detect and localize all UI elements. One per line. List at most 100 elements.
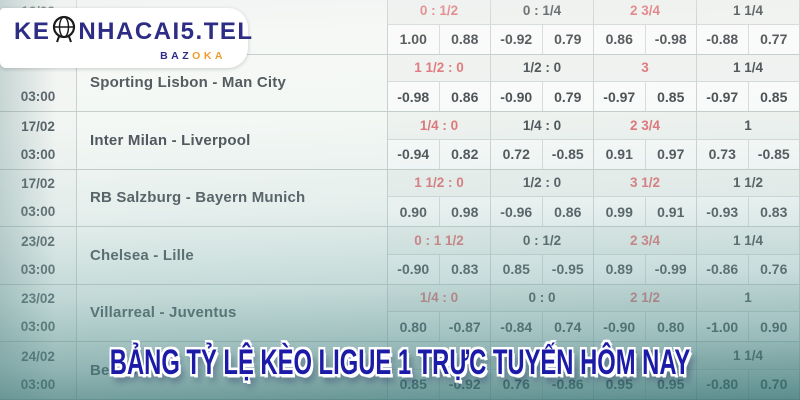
handicap-cell[interactable]: 2 3/4 <box>594 112 697 140</box>
handicap-cell[interactable]: 3 <box>594 54 697 82</box>
handicap-cell[interactable]: 0 : 1/2 <box>491 227 594 255</box>
odds-value[interactable]: 0.90 <box>388 197 440 226</box>
match-row[interactable]: 17/02 03:00 RB Salzburg - Bayern Munich … <box>0 169 800 227</box>
odds-value[interactable]: 0.88 <box>451 31 479 47</box>
odds-cell[interactable]: 0.76 -0.86 <box>491 369 594 399</box>
odds-value[interactable]: 0.80 <box>657 318 685 335</box>
handicap-cell[interactable]: 1/4 : 0 <box>388 112 491 140</box>
odds-value[interactable]: 0.95 <box>657 376 685 392</box>
odds-value[interactable]: 0.80 <box>388 312 440 341</box>
match-row[interactable]: 17/02 03:00 Inter Milan - Liverpool 1/4 … <box>0 112 800 170</box>
odds-cell[interactable]: 0.90 0.98 <box>388 197 491 226</box>
handicap-cell[interactable]: 1/2 : 0 <box>491 54 594 82</box>
odds-cell[interactable]: 1.00 0.88 <box>388 24 491 54</box>
odds-value[interactable]: -0.97 <box>697 82 749 111</box>
odds-cell[interactable]: 0.86 -0.98 <box>594 24 697 54</box>
odds-value[interactable]: -0.92 <box>491 24 543 54</box>
handicap-cell[interactable] <box>491 342 594 370</box>
match-row[interactable]: 23/02 03:00 Villarreal - Juventus 1/4 : … <box>0 284 800 342</box>
odds-value[interactable]: -0.86 <box>551 376 584 392</box>
odds-value[interactable]: -0.97 <box>594 82 646 111</box>
handicap-cell[interactable]: 2 3/4 <box>594 0 697 25</box>
odds-cell[interactable]: -0.88 0.77 <box>697 24 800 54</box>
handicap-cell[interactable]: 0 : 0 <box>491 284 594 312</box>
odds-cell[interactable]: 0.72 -0.85 <box>491 139 594 169</box>
odds-value[interactable]: 1.00 <box>388 24 440 54</box>
odds-cell[interactable]: -0.84 0.74 <box>491 312 594 341</box>
odds-value[interactable]: 0.82 <box>451 146 479 162</box>
odds-value[interactable]: -0.94 <box>388 139 440 169</box>
odds-cell[interactable]: 0.73 -0.85 <box>697 139 800 169</box>
odds-cell[interactable]: -0.90 0.83 <box>388 254 491 284</box>
handicap-cell[interactable]: 2 3/4 <box>594 342 697 370</box>
handicap-cell[interactable]: 2 3/4 <box>594 227 697 255</box>
odds-value[interactable]: 0.76 <box>760 261 788 277</box>
odds-value[interactable]: -0.92 <box>448 376 481 392</box>
odds-cell[interactable]: -0.93 0.83 <box>697 197 800 226</box>
brand-logo[interactable]: KE NHACAI5.TEL BAZOKA <box>0 8 252 68</box>
odds-value[interactable]: 0.74 <box>554 318 582 335</box>
odds-value[interactable]: -1.00 <box>697 312 749 341</box>
odds-value[interactable]: 0.76 <box>491 369 543 399</box>
handicap-cell[interactable]: 0 : 1/2 <box>388 0 491 25</box>
odds-value[interactable]: 0.97 <box>657 146 685 162</box>
odds-value[interactable]: 0.72 <box>491 139 543 169</box>
handicap-cell[interactable]: 1 <box>697 284 800 312</box>
odds-cell[interactable]: -0.97 0.85 <box>697 82 800 111</box>
odds-cell[interactable]: -0.97 0.85 <box>594 82 697 111</box>
odds-cell[interactable]: 0.99 0.91 <box>594 197 697 226</box>
odds-value[interactable]: -0.98 <box>388 82 440 111</box>
odds-value[interactable]: 0.86 <box>451 88 479 105</box>
odds-cell[interactable]: -0.92 0.79 <box>491 24 594 54</box>
odds-value[interactable]: 0.73 <box>697 139 749 169</box>
odds-value[interactable]: 0.91 <box>657 203 685 220</box>
handicap-cell[interactable]: 1/4 : 0 <box>491 112 594 140</box>
odds-value[interactable]: 0.79 <box>554 31 582 47</box>
match-name-cell[interactable]: RB Salzburg - Bayern Munich <box>77 169 388 226</box>
odds-value[interactable]: -0.85 <box>551 146 584 162</box>
handicap-cell[interactable] <box>388 342 491 370</box>
odds-value[interactable]: 0.99 <box>594 197 646 226</box>
handicap-cell[interactable]: 1 1/4 <box>697 227 800 255</box>
match-name-cell[interactable]: Chelsea - Lille <box>77 227 388 284</box>
handicap-cell[interactable]: 1 <box>697 112 800 140</box>
odds-cell[interactable]: -0.80 0.70 <box>697 369 800 399</box>
odds-value[interactable]: -0.90 <box>388 254 440 284</box>
odds-cell[interactable]: -0.96 0.86 <box>491 197 594 226</box>
odds-value[interactable]: -0.86 <box>697 254 749 284</box>
odds-value[interactable]: -0.87 <box>448 318 481 335</box>
odds-value[interactable]: -0.99 <box>654 261 687 277</box>
odds-value[interactable]: 0.89 <box>594 254 646 284</box>
odds-value[interactable]: -0.95 <box>551 261 584 277</box>
odds-value[interactable]: -0.85 <box>757 146 790 162</box>
handicap-cell[interactable]: 0 : 1/4 <box>491 0 594 25</box>
odds-value[interactable]: 0.85 <box>491 254 543 284</box>
handicap-cell[interactable]: 2 1/2 <box>594 284 697 312</box>
odds-value[interactable]: 0.95 <box>594 369 646 399</box>
odds-cell[interactable]: 0.85 -0.95 <box>491 254 594 284</box>
odds-value[interactable]: 0.98 <box>451 203 479 220</box>
odds-cell[interactable]: 0.91 0.97 <box>594 139 697 169</box>
odds-value[interactable]: 0.85 <box>657 88 685 105</box>
match-name-cell[interactable]: Villarreal - Juventus <box>77 284 388 341</box>
handicap-cell[interactable]: 0 : 1 1/2 <box>388 227 491 255</box>
odds-value[interactable]: -0.93 <box>697 197 749 226</box>
odds-value[interactable]: 0.70 <box>760 376 788 392</box>
match-row[interactable]: 23/02 03:00 Chelsea - Lille 0 : 1 1/2 -0… <box>0 227 800 285</box>
handicap-cell[interactable]: 3 1/2 <box>594 169 697 197</box>
handicap-cell[interactable]: 1 1/4 <box>697 342 800 370</box>
odds-value[interactable]: -0.90 <box>491 82 543 111</box>
handicap-cell[interactable]: 1/4 : 0 <box>388 284 491 312</box>
odds-value[interactable]: 0.83 <box>451 261 479 277</box>
odds-cell[interactable]: 0.80 -0.87 <box>388 312 491 341</box>
odds-cell[interactable]: 0.89 -0.99 <box>594 254 697 284</box>
odds-value[interactable]: 0.86 <box>594 24 646 54</box>
odds-cell[interactable]: -0.86 0.76 <box>697 254 800 284</box>
match-name-cell[interactable]: Inter Milan - Liverpool <box>77 112 388 169</box>
odds-value[interactable]: -0.84 <box>491 312 543 341</box>
odds-value[interactable]: 0.77 <box>760 31 788 47</box>
odds-value[interactable]: 0.79 <box>554 88 582 105</box>
odds-value[interactable]: -0.90 <box>594 312 646 341</box>
match-row[interactable]: 24/02 03:00 Benfica 0.85 -0.92 0.76 -0.8… <box>0 342 800 400</box>
handicap-cell[interactable]: 1 1/4 <box>697 54 800 82</box>
